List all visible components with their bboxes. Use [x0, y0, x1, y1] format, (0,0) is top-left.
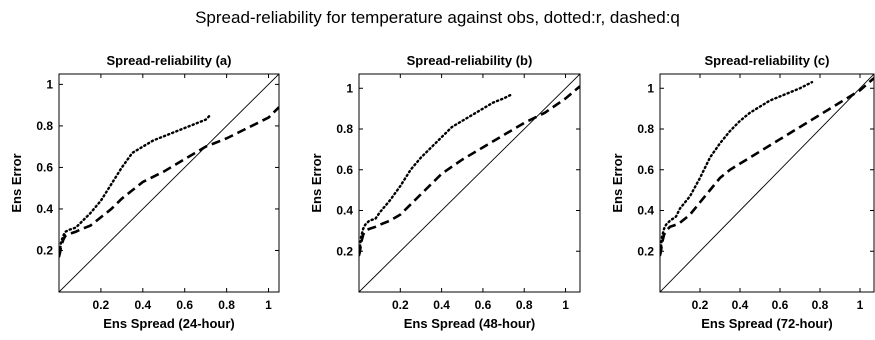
y-tick-label: 0.4 — [336, 204, 353, 218]
y-tick-label: 0.2 — [336, 244, 353, 258]
x-tick-label: 0.2 — [93, 298, 110, 312]
x-tick-label: 0.8 — [812, 298, 829, 312]
series-line-solid — [660, 74, 874, 292]
series-line-dotted — [59, 114, 212, 258]
series-group — [660, 74, 874, 292]
y-tick-label: 0.6 — [36, 160, 53, 174]
y-tick-label: 0.6 — [637, 163, 654, 177]
x-tick-label: 0.6 — [772, 298, 789, 312]
y-tick-label: 0.6 — [336, 163, 353, 177]
x-axis-label: Ens Spread (72-hour) — [701, 316, 832, 331]
x-axis-label: Ens Spread (24-hour) — [103, 316, 234, 331]
x-tick-label: 0.6 — [176, 298, 193, 312]
x-axis-label: Ens Spread (48-hour) — [404, 316, 535, 331]
y-tick-label: 1 — [647, 81, 654, 95]
x-tick-label: 1 — [562, 298, 569, 312]
subplot-2: 0.2 0.4 0.6 0.8 1 0.2 0.4 0.6 0.8 1 Spread-reliabi… — [309, 53, 581, 331]
y-tick-label: 0.2 — [36, 243, 53, 257]
subplot-1: 0.2 0.4 0.6 0.8 1 0.2 0.4 0.6 0.8 1 Spread-reliabi… — [9, 53, 280, 331]
y-tick-label: 0.4 — [36, 202, 53, 216]
y-axis-label: Ens Error — [610, 153, 625, 212]
y-axis-label: Ens Error — [9, 153, 24, 212]
series-line-solid — [359, 74, 580, 292]
y-tick-label: 1 — [346, 81, 353, 95]
series-group — [59, 74, 279, 292]
axes-frame — [358, 73, 581, 293]
x-tick-label: 0.6 — [475, 298, 492, 312]
series-line-dashed — [59, 106, 279, 258]
y-tick-label: 0.8 — [637, 122, 654, 136]
y-tick-label: 0.8 — [336, 122, 353, 136]
x-tick-label: 0.2 — [692, 298, 709, 312]
x-tick-label: 0.4 — [134, 298, 151, 312]
y-tick-label: 0.2 — [637, 244, 654, 258]
x-tick-label: 1 — [265, 298, 272, 312]
figure-title: Spread-reliability for temperature again… — [195, 8, 680, 27]
x-tick-label: 0.8 — [218, 298, 235, 312]
x-tick-label: 0.8 — [516, 298, 533, 312]
x-tick-label: 0.4 — [433, 298, 450, 312]
series-line-dotted — [660, 80, 814, 257]
series-line-dashed — [359, 85, 580, 256]
subplot-title: Spread-reliability (c) — [705, 53, 830, 68]
x-tick-label: 0.2 — [392, 298, 409, 312]
y-tick-label: 0.4 — [637, 204, 654, 218]
y-tick-label: 1 — [46, 77, 53, 91]
axes-frame — [659, 73, 875, 293]
subplot-title: Spread-reliability (a) — [107, 53, 232, 68]
subplot-title: Spread-reliability (b) — [407, 53, 533, 68]
axes-frame — [58, 73, 280, 293]
y-axis-label: Ens Error — [309, 153, 324, 212]
x-tick-label: 1 — [857, 298, 864, 312]
x-tick-label: 0.4 — [732, 298, 749, 312]
subplot-3: 0.2 0.4 0.6 0.8 1 0.2 0.4 0.6 0.8 1 Spread-reliabi… — [610, 53, 875, 331]
series-line-dotted — [359, 93, 514, 257]
series-line-solid — [59, 74, 279, 292]
y-tick-label: 0.8 — [36, 119, 53, 133]
series-group — [359, 74, 580, 292]
series-line-dashed — [660, 77, 874, 256]
